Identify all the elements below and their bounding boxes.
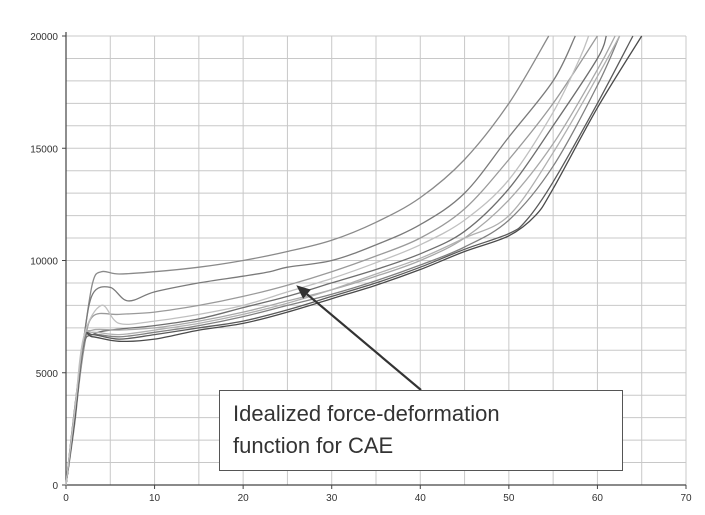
annotation-arrow-shaft xyxy=(306,293,422,391)
y-tick-label: 20000 xyxy=(30,32,58,43)
annotation-line-1: Idealized force-deformation xyxy=(233,401,500,426)
x-tick-label: 70 xyxy=(680,493,692,504)
chart-tick-labels: 0 10 20 30 40 50 60 70 0 5000 10000 15000 20000 xyxy=(30,32,692,504)
x-tick-label: 60 xyxy=(592,493,604,504)
annotation-line-2: function for CAE xyxy=(233,433,394,458)
x-tick-label: 20 xyxy=(238,493,250,504)
chart-axes xyxy=(62,32,687,489)
x-tick-label: 30 xyxy=(326,493,338,504)
x-tick-label: 50 xyxy=(503,493,515,504)
annotation-arrow xyxy=(296,285,422,391)
x-tick-label: 0 xyxy=(63,493,69,504)
series-line-10 xyxy=(65,35,590,486)
y-tick-label: 15000 xyxy=(30,144,58,155)
series-line-2 xyxy=(65,35,576,486)
series-line-7 xyxy=(65,35,634,486)
y-tick-label: 0 xyxy=(52,481,58,492)
series-line-9 xyxy=(65,35,621,486)
chart-series xyxy=(65,35,643,486)
annotation-box: Idealized force-deformation function for… xyxy=(219,390,623,471)
series-line-8 xyxy=(65,35,643,486)
x-tick-label: 40 xyxy=(415,493,427,504)
y-tick-label: 5000 xyxy=(36,369,59,380)
series-line-4 xyxy=(65,35,607,486)
annotation-arrow-head xyxy=(296,285,311,299)
y-tick-label: 10000 xyxy=(30,257,58,268)
x-tick-label: 10 xyxy=(149,493,161,504)
